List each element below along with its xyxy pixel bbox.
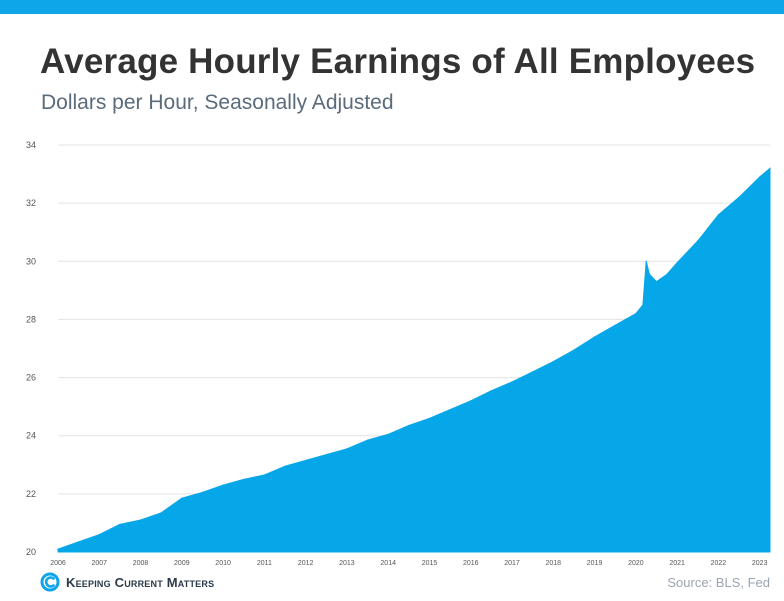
data-point [717, 214, 720, 216]
data-point [769, 167, 771, 169]
data-point [346, 448, 348, 450]
data-point [648, 273, 651, 275]
x-tick-label: 2006 [50, 560, 66, 567]
top-accent-bar [0, 0, 784, 14]
data-point [387, 433, 389, 435]
data-point [614, 324, 616, 326]
data-point [573, 349, 575, 351]
data-point [263, 474, 265, 476]
data-point [284, 465, 286, 467]
data-point [666, 273, 668, 275]
data-point [470, 400, 472, 402]
x-tick-label: 2021 [669, 560, 685, 567]
x-tick-label: 2010 [215, 560, 231, 567]
y-tick-label: 24 [26, 431, 36, 441]
data-point [759, 176, 761, 178]
data-point [181, 497, 183, 499]
data-point [140, 519, 142, 521]
x-tick-label: 2022 [711, 560, 727, 567]
source-note: Source: BLS, Fed [667, 575, 770, 590]
data-point [325, 454, 327, 456]
y-tick-label: 20 [26, 547, 36, 557]
kcm-logo-icon [40, 572, 60, 592]
data-point [160, 512, 162, 514]
data-point [532, 371, 534, 373]
y-tick-label: 34 [26, 140, 36, 150]
area-series-earnings [57, 167, 771, 553]
brand-name: Keeping Current Matters [66, 574, 215, 590]
x-tick-label: 2014 [380, 560, 396, 567]
y-tick-label: 28 [26, 314, 36, 324]
y-tick-label: 26 [26, 373, 36, 383]
data-point [367, 439, 369, 441]
data-point [408, 424, 410, 427]
data-point [78, 541, 80, 543]
data-point [676, 262, 678, 264]
data-point [552, 361, 554, 363]
brand-logo: Keeping Current Matters [40, 572, 214, 592]
x-tick-label: 2012 [298, 560, 314, 567]
x-tick-label: 2020 [628, 560, 644, 567]
data-point [305, 459, 307, 461]
data-point [201, 491, 204, 493]
data-point [738, 196, 740, 198]
x-tick-label: 2023 [752, 560, 768, 567]
data-point [222, 484, 224, 486]
data-point [655, 281, 658, 283]
x-tick-label: 2013 [339, 560, 355, 567]
data-point [594, 336, 596, 338]
x-tick-label: 2007 [91, 560, 107, 567]
data-point [449, 409, 451, 411]
data-point [57, 548, 59, 550]
y-tick-label: 30 [26, 256, 36, 266]
x-tick-label: 2015 [422, 560, 438, 567]
x-tick-label: 2008 [133, 560, 149, 567]
x-tick-label: 2017 [504, 560, 520, 567]
data-point [428, 417, 431, 419]
x-tick-label: 2018 [546, 560, 562, 567]
y-tick-label: 22 [26, 489, 36, 499]
data-point [645, 260, 647, 262]
data-point [490, 390, 492, 392]
x-tick-label: 2009 [174, 560, 190, 567]
x-tick-label: 2019 [587, 560, 603, 567]
x-tick-label: 2011 [257, 560, 272, 567]
chart-title: Average Hourly Earnings of All Employees [40, 42, 756, 81]
y-tick-label: 32 [26, 198, 36, 208]
data-point [642, 304, 644, 306]
data-point [243, 478, 245, 480]
data-point [98, 534, 100, 536]
data-point [511, 381, 513, 383]
x-tick-label: 2016 [463, 560, 479, 567]
data-point [635, 313, 637, 315]
chart-subtitle: Dollars per Hour, Seasonally Adjusted [41, 91, 394, 114]
data-point [119, 523, 121, 525]
data-point [697, 240, 699, 242]
